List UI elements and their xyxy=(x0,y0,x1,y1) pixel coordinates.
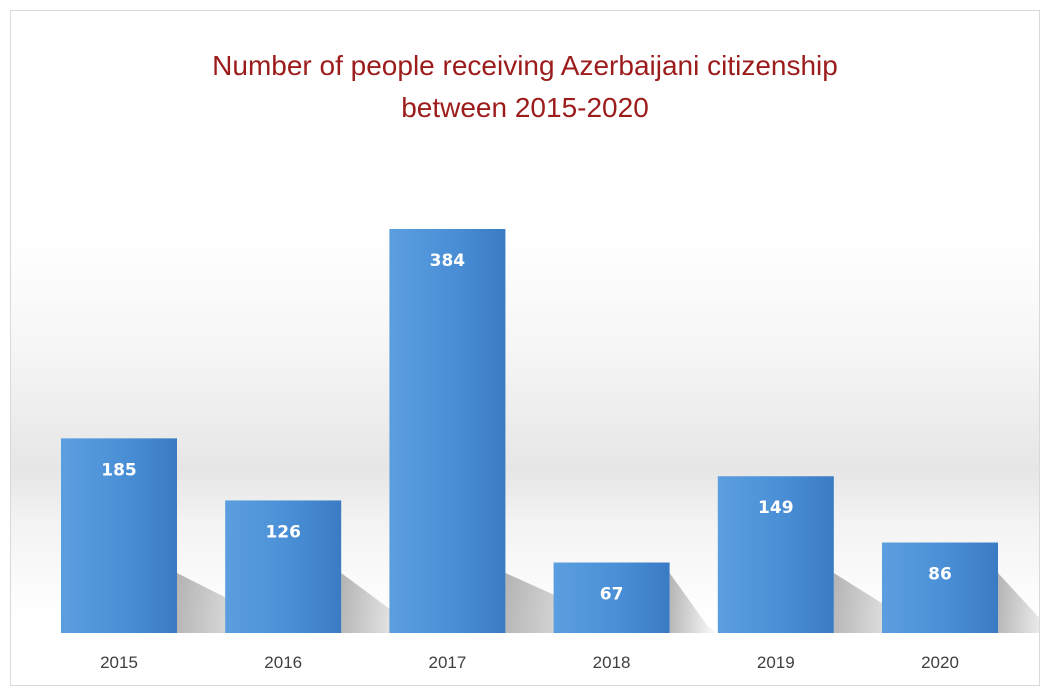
bar-2019 xyxy=(717,476,834,633)
x-tick-label-2019: 2019 xyxy=(757,653,795,672)
bar-2015 xyxy=(61,438,177,633)
chart-frame: Number of people receiving Azerbaijani c… xyxy=(10,10,1040,686)
x-tick-label-2020: 2020 xyxy=(921,653,959,672)
bar-2017 xyxy=(389,229,506,633)
chart-title-line-1: Number of people receiving Azerbaijani c… xyxy=(212,50,838,81)
bar-shadow-2018 xyxy=(669,573,719,633)
x-tick-label-2017: 2017 xyxy=(428,653,466,672)
bar-2018 xyxy=(553,562,670,633)
bar-2020 xyxy=(882,542,998,633)
x-tick-label-2016: 2016 xyxy=(264,653,302,672)
bar-shadow-2016 xyxy=(341,573,425,633)
bar-shadow-2020 xyxy=(998,573,1039,633)
bar-value-label-2017: 384 xyxy=(430,251,466,271)
bar-chart-plot: 185 126 384 67 149 86 2015 2016 2017 2018 2019 202… xyxy=(61,229,1039,672)
bar-2016 xyxy=(225,500,342,633)
bar-value-label-2015: 185 xyxy=(101,460,137,480)
chart-title-line-2: between 2015-2020 xyxy=(401,92,649,123)
x-tick-label-2018: 2018 xyxy=(593,653,631,672)
bar-value-label-2019: 149 xyxy=(758,498,794,518)
bar-value-label-2020: 86 xyxy=(928,565,952,585)
bar-value-label-2018: 67 xyxy=(600,585,624,605)
x-tick-label-2015: 2015 xyxy=(100,653,138,672)
bar-shadow-2019 xyxy=(833,573,931,633)
bar-value-label-2016: 126 xyxy=(265,522,301,542)
